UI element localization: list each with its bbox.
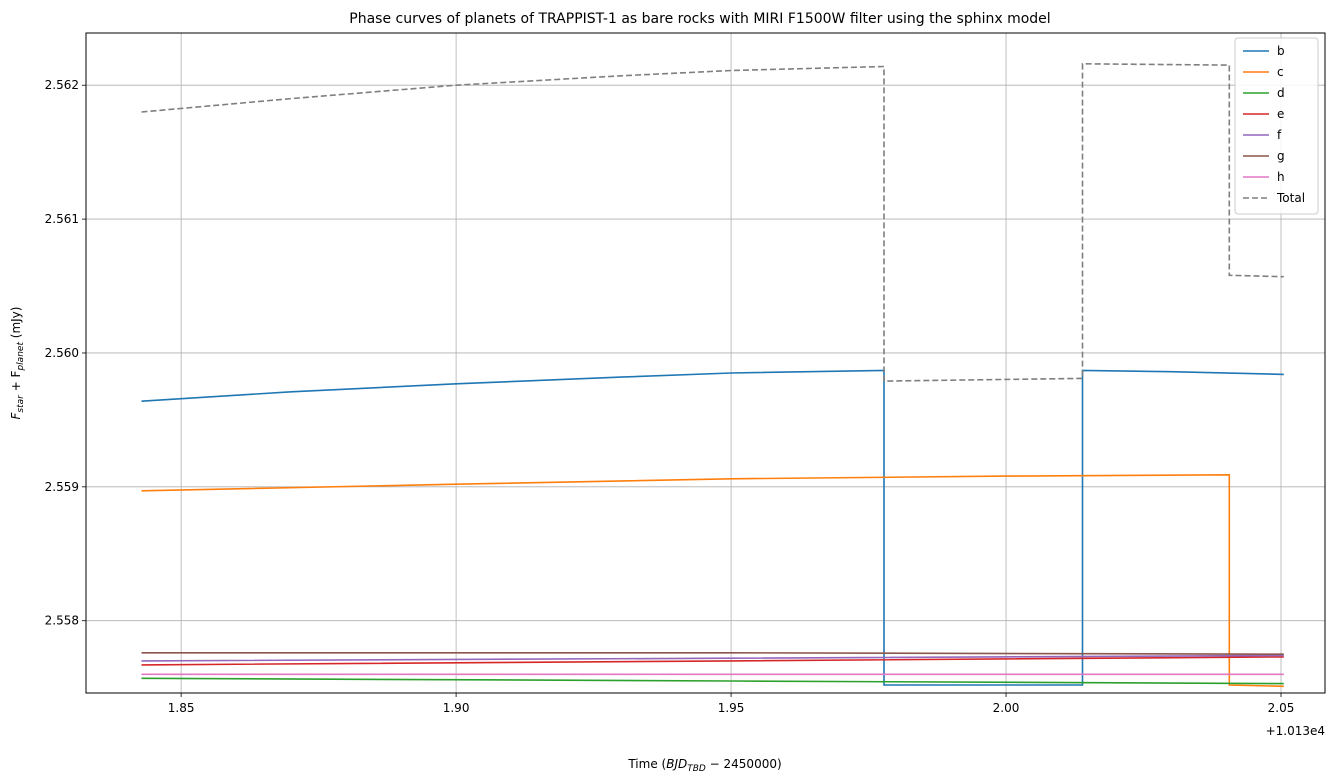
series-line-d bbox=[141, 677, 1284, 685]
series-line-f bbox=[141, 654, 1284, 662]
y-tick-label: 2.558 bbox=[45, 614, 79, 628]
series-line-b bbox=[141, 369, 1284, 686]
series-line-total bbox=[141, 62, 1284, 382]
y-axis: 2.558 2.559 2.560 2.561 2.562 bbox=[45, 78, 86, 628]
x-axis-offset-label: +1.013e4 bbox=[1266, 724, 1325, 738]
y-tick-label: 2.561 bbox=[45, 212, 79, 226]
y-tick-label: 2.562 bbox=[45, 78, 79, 92]
y-tick-label: 2.559 bbox=[45, 480, 79, 494]
legend-label: c bbox=[1277, 65, 1284, 79]
legend-label: h bbox=[1277, 170, 1285, 184]
series-line-g bbox=[141, 651, 1284, 656]
x-tick-label: 1.85 bbox=[168, 701, 195, 715]
series-line-c bbox=[141, 473, 1284, 688]
y-tick-label: 2.560 bbox=[45, 346, 79, 360]
legend-box bbox=[1234, 37, 1319, 215]
x-axis-label: Time (BJDTBD − 2450000) bbox=[627, 757, 781, 774]
series-layer bbox=[141, 62, 1284, 688]
x-tick-label: 2.00 bbox=[993, 701, 1020, 715]
plot-frame bbox=[85, 32, 1326, 694]
chart-title: Phase curves of planets of TRAPPIST-1 as… bbox=[349, 11, 1050, 27]
y-axis-label: Fstar + Fplanet (mJy) bbox=[9, 307, 26, 420]
series-line-e bbox=[141, 656, 1284, 666]
legend-label: Total bbox=[1276, 191, 1305, 205]
legend-label: f bbox=[1277, 128, 1282, 142]
legend-label: e bbox=[1277, 107, 1284, 121]
x-axis: 1.85 1.90 1.95 2.00 2.05 bbox=[168, 693, 1295, 715]
x-tick-label: 2.05 bbox=[1268, 701, 1295, 715]
legend-label: g bbox=[1277, 149, 1285, 163]
x-tick-label: 1.95 bbox=[718, 701, 745, 715]
legend-label: d bbox=[1277, 86, 1285, 100]
x-tick-label: 1.90 bbox=[443, 701, 470, 715]
grid bbox=[86, 33, 1325, 693]
legend-label: b bbox=[1277, 44, 1285, 58]
